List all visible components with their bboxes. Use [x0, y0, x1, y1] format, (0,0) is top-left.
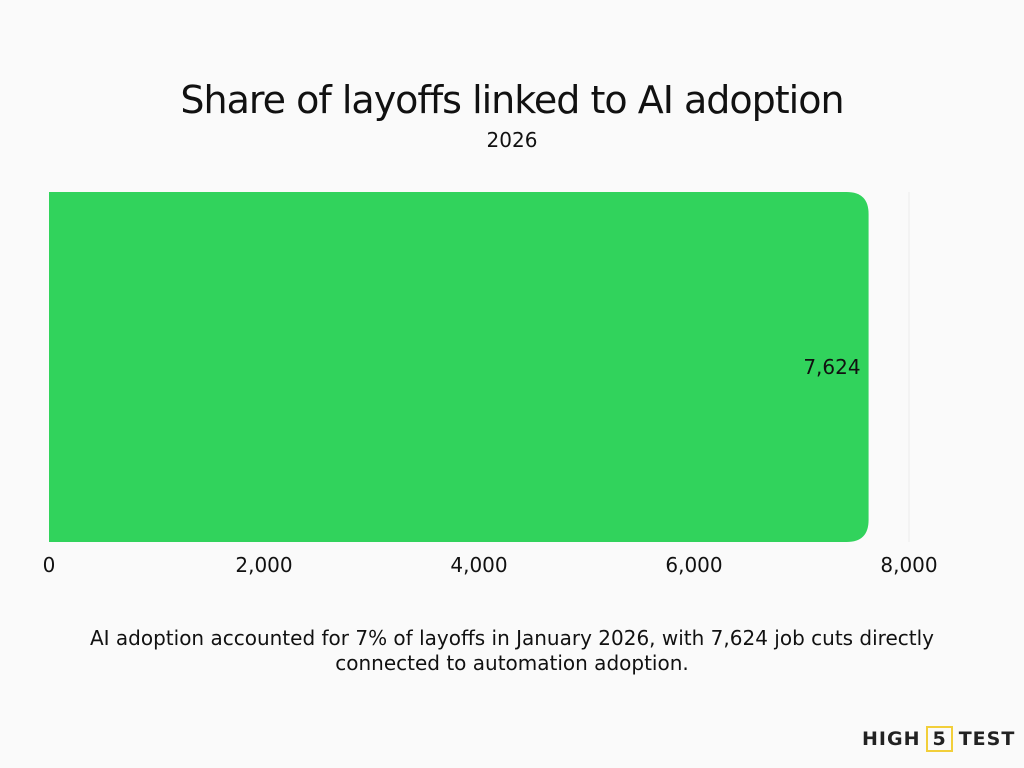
chart-title: Share of layoffs linked to AI adoption [180, 78, 844, 122]
logo-text-five: 5 [926, 726, 953, 752]
x-tick-label: 2,000 [235, 553, 292, 577]
chart-caption: AI adoption accounted for 7% of layoffs … [89, 626, 935, 675]
x-tick-label: 4,000 [450, 553, 507, 577]
bar-data-label: 7,624 [803, 355, 860, 379]
bar [49, 192, 869, 542]
logo-text-test: TEST [958, 728, 1016, 750]
x-tick-label: 8,000 [880, 553, 937, 577]
logo-text-high: HIGH [862, 728, 921, 750]
chart-subtitle: 2026 [486, 128, 538, 152]
x-tick-label: 0 [43, 553, 56, 577]
brand-logo: HIGH 5 TEST [862, 726, 1015, 752]
x-tick-label: 6,000 [665, 553, 722, 577]
